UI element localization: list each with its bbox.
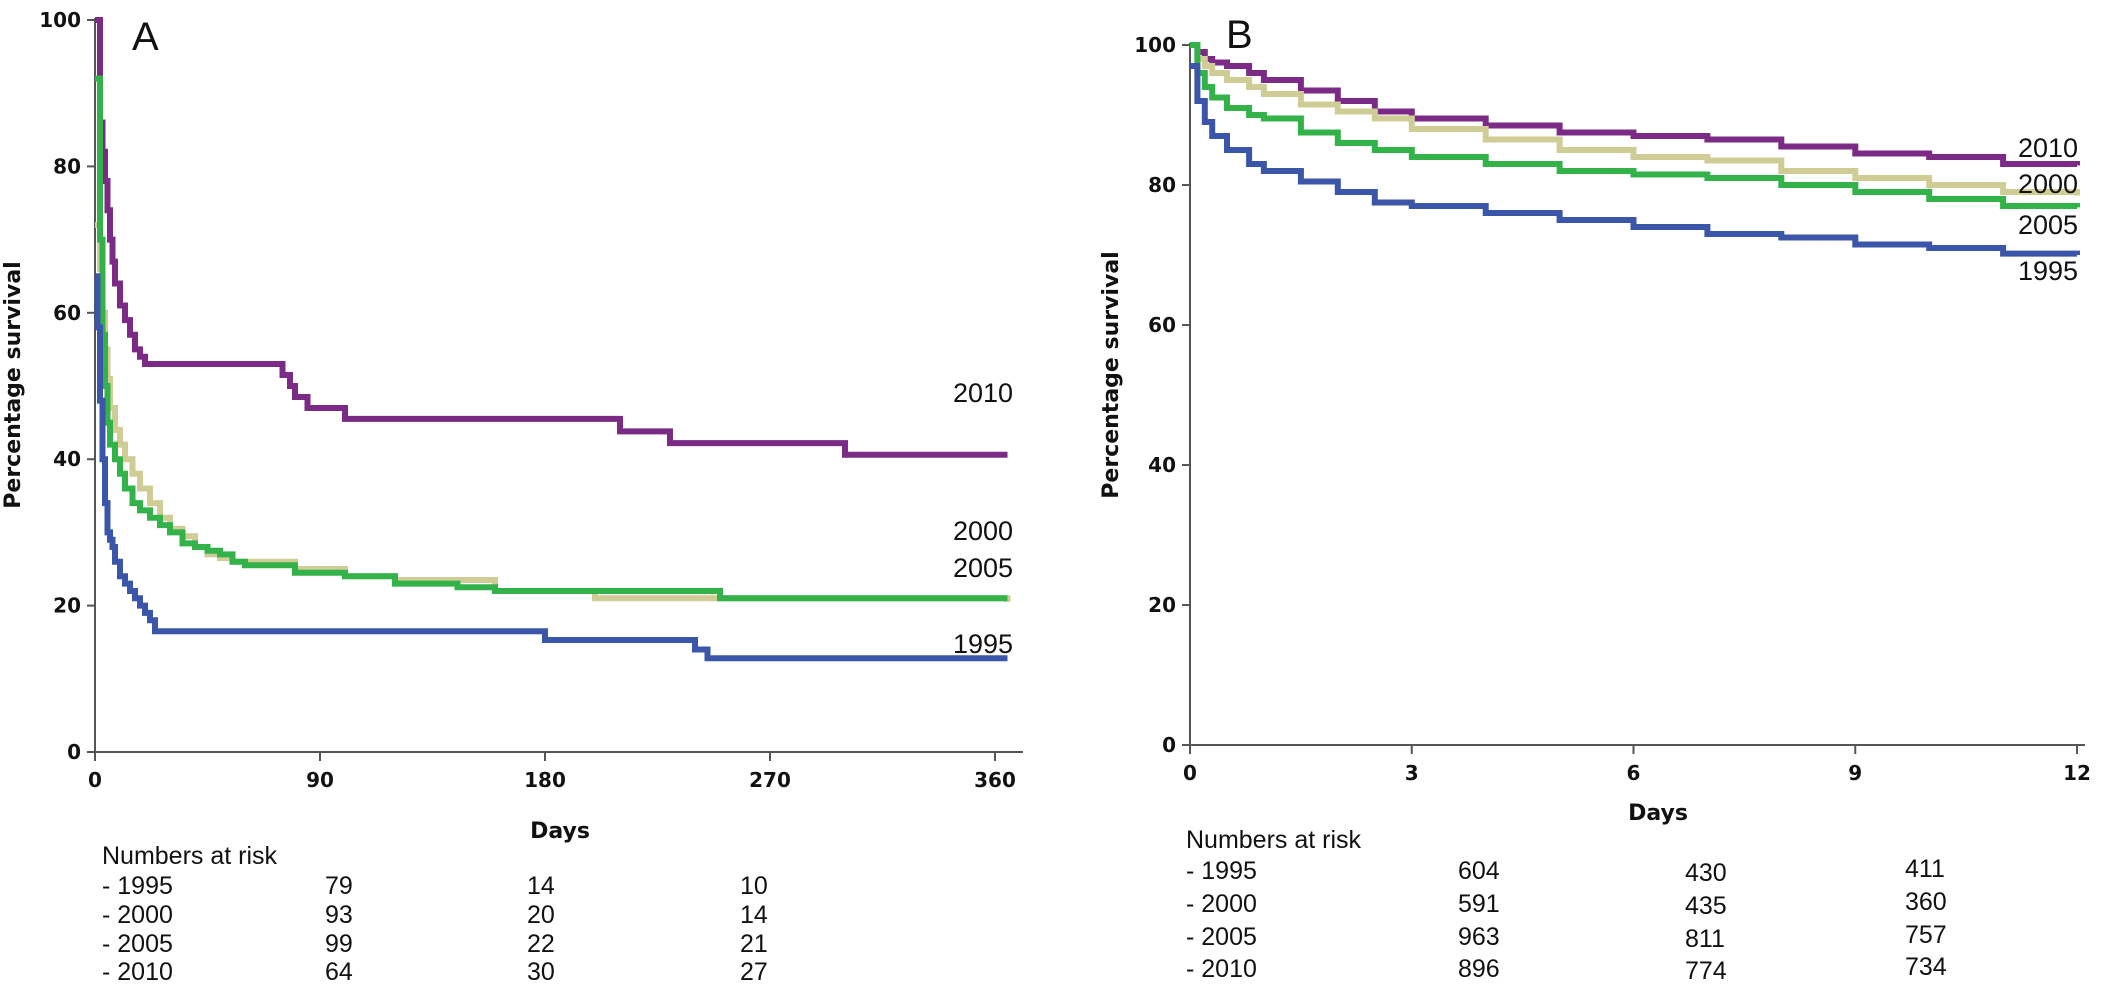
x-axis-label: Days [1628,801,1688,826]
survival-curve-2010 [95,17,1008,458]
numbers-at-risk-title-a: Numbers at risk [102,842,278,870]
series-label-2000: 2000 [2018,169,2078,199]
panel-a-chart: 0 20 40 60 80 100 0 90 180 270 360 Days Percentage s… [1,8,1023,844]
series-label-1995: 1995 [953,629,1013,659]
panel-label: B [1226,13,1253,57]
risk-label: - 1995 [102,872,173,900]
y-tick-label: 60 [1148,313,1176,337]
x-tick-label: 6 [1627,761,1641,785]
y-tick-label: 40 [53,447,81,471]
risk-label: - 2000 [102,901,173,929]
y-axis-label: Percentage survival [1,261,26,508]
x-tick-label: 360 [974,768,1016,792]
y-tick-label: 0 [67,740,81,764]
series-label-2005: 2005 [2018,210,2078,240]
risk-value: 774 [1685,957,1727,985]
risk-value: 963 [1458,923,1500,951]
risk-value: 411 [1905,855,1945,883]
survival-curve-2005 [1190,42,2080,209]
risk-value: 811 [1685,925,1725,953]
x-tick-label: 180 [524,768,566,792]
x-tick-label: 90 [306,768,334,792]
survival-curve-2010 [1190,42,2080,167]
risk-label: - 2005 [102,930,173,958]
risk-value: 93 [325,901,353,929]
panel-label: A [132,15,159,59]
survival-curve-2000 [1190,42,2080,196]
x-tick-label: 3 [1405,761,1419,785]
x-tick-label: 0 [88,768,102,792]
risk-value: 14 [527,872,555,900]
risk-value: 20 [527,901,555,929]
risk-value: 30 [527,958,555,986]
series-label-2010: 2010 [953,378,1013,408]
series-label-2000: 2000 [953,516,1013,546]
y-tick-label: 40 [1148,453,1176,477]
risk-value: 591 [1458,890,1500,918]
series-label-1995: 1995 [2018,256,2078,286]
risk-value: 99 [325,930,353,958]
survival-curve-2005 [95,75,1008,602]
risk-label: - 1995 [1186,857,1257,885]
y-tick-label: 0 [1162,733,1176,757]
risk-label: - 2000 [1186,890,1257,918]
risk-value: 27 [740,958,768,986]
series-label-2005: 2005 [953,553,1013,583]
risk-value: 604 [1458,857,1500,885]
x-axis-label: Days [530,819,590,844]
x-tick-label: 9 [1848,761,1862,785]
y-tick-label: 20 [53,594,81,618]
y-tick-label: 60 [53,301,81,325]
risk-value: 896 [1458,955,1500,983]
risk-label: - 2010 [102,958,173,986]
survival-curve-1995 [94,273,1008,662]
risk-value: 14 [740,901,768,929]
risk-value: 64 [325,958,353,986]
risk-value: 360 [1905,888,1947,916]
risk-label: - 2005 [1186,923,1257,951]
x-tick-label: 270 [749,768,791,792]
numbers-at-risk-title-b: Numbers at risk [1186,826,1362,854]
survival-curve-2000 [95,222,1011,602]
risk-value: 734 [1905,953,1947,981]
risk-value: 10 [740,872,768,900]
x-tick-label: 0 [1183,761,1197,785]
y-tick-label: 100 [39,8,81,32]
y-tick-label: 80 [53,154,81,178]
survival-curve-1995 [1190,63,2080,257]
y-tick-label: 80 [1148,173,1176,197]
risk-value: 22 [527,930,555,958]
risk-value: 430 [1685,859,1727,887]
risk-value: 79 [325,872,353,900]
risk-value: 435 [1685,892,1727,920]
panel-b-chart: 0 20 40 60 80 100 0 3 6 9 12 Days Percentage surviva… [1099,13,2091,826]
x-tick-label: 12 [2063,761,2091,785]
risk-label: - 2010 [1186,955,1257,983]
y-tick-label: 20 [1148,593,1176,617]
risk-value: 757 [1905,921,1947,949]
risk-value: 21 [740,930,768,958]
y-axis-label: Percentage survival [1099,251,1124,498]
series-label-2010: 2010 [2018,133,2078,163]
y-tick-label: 100 [1134,33,1176,57]
